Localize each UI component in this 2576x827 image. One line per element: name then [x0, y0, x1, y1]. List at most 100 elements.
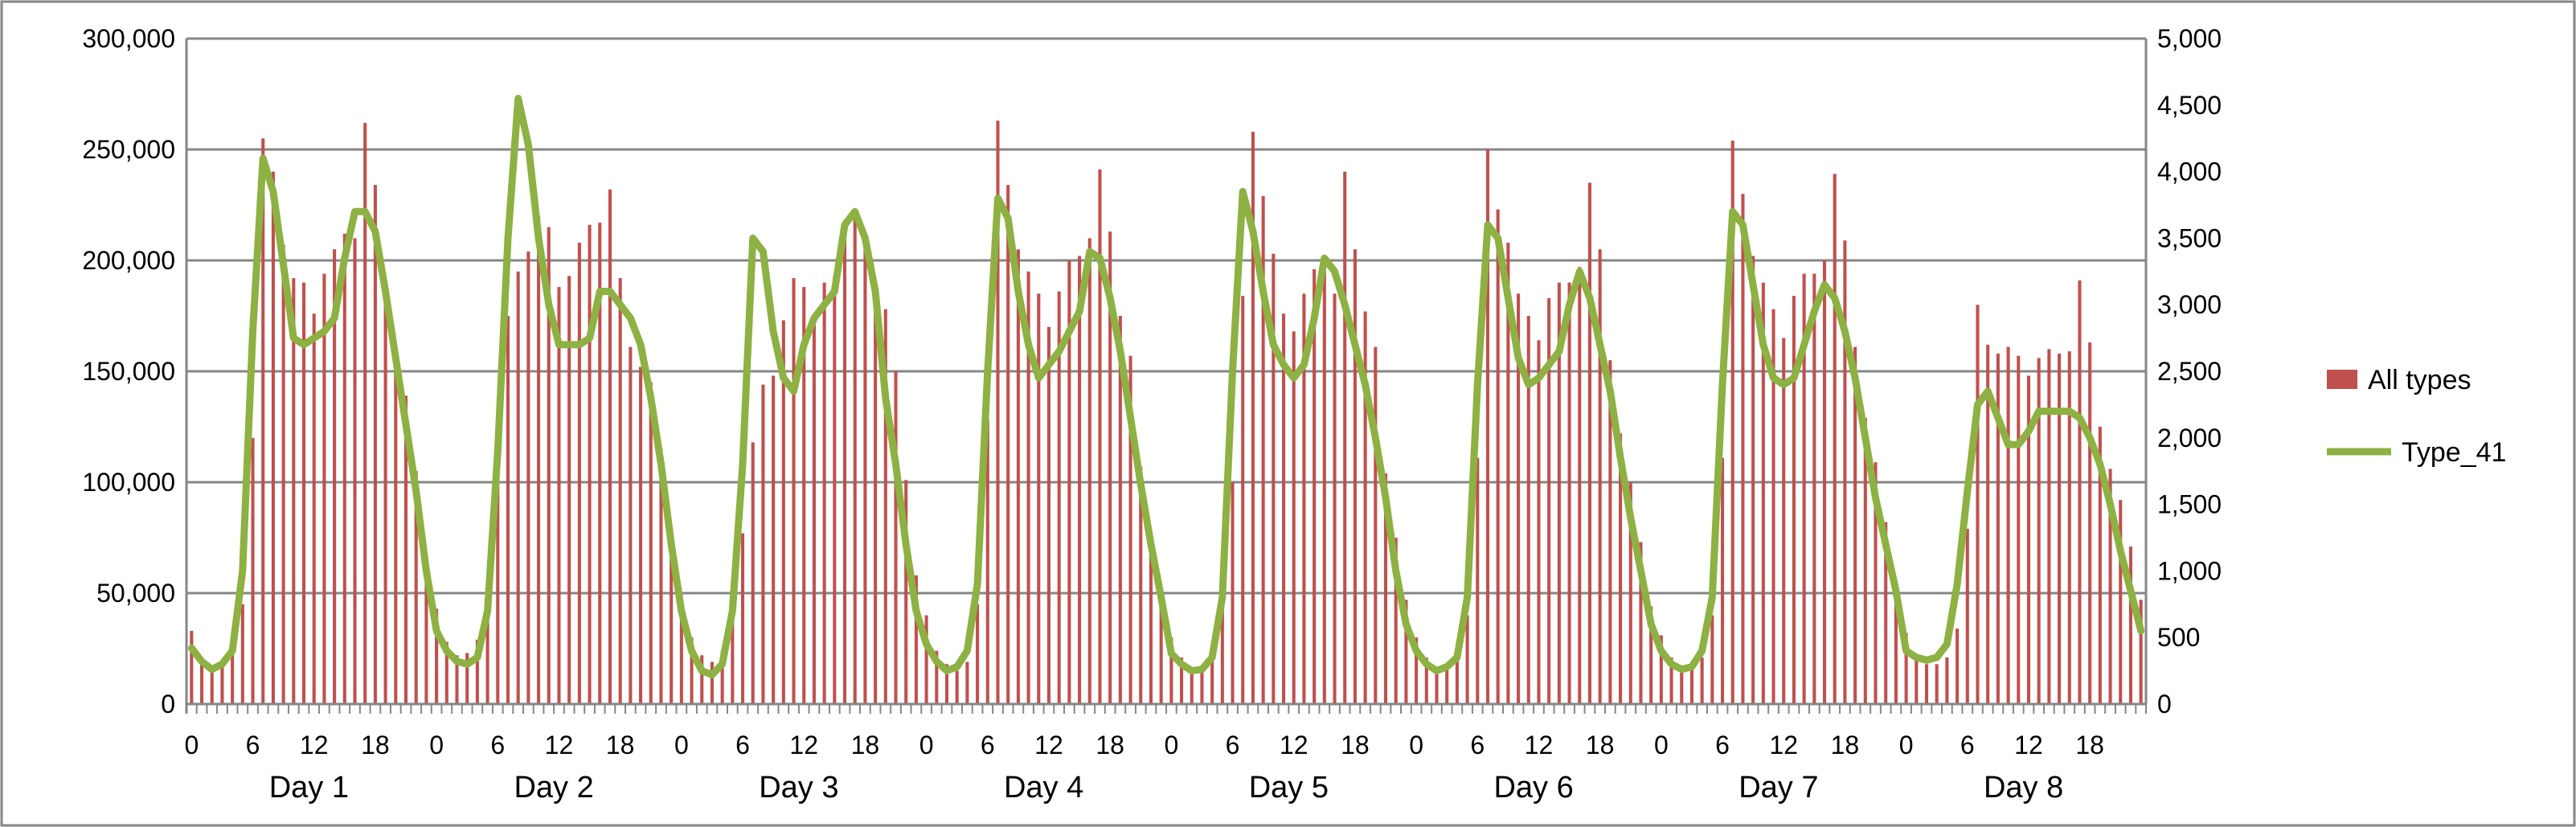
hour-tick-label: 12 — [1525, 731, 1554, 759]
bar — [1496, 209, 1500, 704]
bar — [2128, 547, 2132, 704]
bar — [1689, 666, 1693, 704]
bar — [2006, 346, 2010, 704]
bar — [261, 138, 265, 704]
bar — [955, 670, 959, 704]
bar — [1098, 169, 1102, 705]
day-label: Day 3 — [759, 771, 838, 804]
bar — [1986, 344, 1990, 704]
hour-tick-label: 12 — [789, 731, 818, 759]
bar — [894, 371, 898, 704]
left-tick-label: 200,000 — [82, 246, 175, 275]
bar — [557, 287, 561, 704]
bar — [792, 278, 796, 705]
bar — [1465, 615, 1469, 704]
line-series-type-41 — [187, 95, 2145, 679]
bar — [1578, 267, 1582, 704]
day-label: Day 8 — [1984, 771, 2063, 804]
bar — [2017, 355, 2021, 704]
bar — [1619, 433, 1623, 704]
hour-tick-label: 0 — [674, 731, 689, 759]
bar — [333, 249, 337, 704]
bar — [1057, 291, 1061, 704]
hour-tick-label: 12 — [300, 731, 329, 759]
bar — [1363, 311, 1367, 704]
bar — [1751, 256, 1755, 705]
bar — [690, 637, 694, 704]
bar — [251, 437, 255, 704]
bar — [373, 185, 377, 704]
bar — [1802, 273, 1806, 704]
bar — [1261, 195, 1265, 704]
right-tick-label: 4,000 — [2157, 158, 2222, 186]
bar — [1087, 238, 1091, 704]
bar — [1383, 473, 1388, 704]
bar — [1517, 293, 1521, 704]
bar — [659, 448, 663, 704]
bar — [670, 544, 674, 704]
bar — [1231, 482, 1235, 704]
bar — [608, 189, 612, 704]
bar — [2088, 342, 2092, 704]
bar — [1078, 256, 1082, 705]
bar — [1792, 296, 1796, 704]
bar — [618, 278, 622, 705]
bar — [577, 242, 581, 704]
bar — [1915, 655, 1919, 704]
bar — [700, 655, 704, 704]
bar — [567, 276, 571, 704]
bar — [1567, 282, 1571, 705]
hour-tick-label: 6 — [735, 731, 750, 759]
right-tick-label: 2,500 — [2157, 357, 2222, 386]
bar — [1476, 457, 1480, 704]
bar — [1965, 528, 1969, 704]
bar — [496, 475, 500, 704]
bar — [424, 562, 428, 704]
bar — [1180, 657, 1184, 704]
left-axis-tick-labels: 0 50,000 100,000 150,000 200,000 250,000 300,0… — [82, 24, 175, 719]
bar — [1996, 353, 2000, 704]
hour-tick-label: 12 — [1769, 731, 1798, 759]
bar — [863, 238, 867, 704]
bar — [485, 582, 489, 704]
bar — [455, 655, 459, 704]
bar — [394, 355, 398, 704]
bar — [741, 533, 745, 704]
bar — [2108, 469, 2112, 704]
bar — [322, 273, 326, 704]
bar — [1200, 666, 1204, 704]
bar — [2078, 280, 2082, 705]
bar — [751, 442, 755, 704]
bar — [1118, 316, 1122, 704]
right-tick-label: 5,000 — [2157, 24, 2222, 53]
bar — [1210, 655, 1214, 704]
bar — [1435, 668, 1439, 704]
bar — [281, 244, 285, 704]
bar — [403, 395, 408, 704]
bar — [874, 297, 878, 704]
bar — [842, 220, 847, 704]
left-tick-label: 300,000 — [82, 24, 175, 53]
bar — [2058, 353, 2062, 704]
bar — [944, 664, 949, 704]
day-label: Day 7 — [1738, 771, 1818, 804]
hour-tick-label: 18 — [2075, 731, 2104, 759]
bar — [1669, 657, 1673, 704]
bar — [2047, 349, 2051, 704]
legend-label-all-types: All types — [2368, 365, 2472, 395]
bar — [526, 251, 530, 705]
bar — [1649, 606, 1653, 704]
bar — [1220, 604, 1224, 704]
bar — [1904, 633, 1908, 704]
bar — [292, 278, 296, 705]
bar — [935, 650, 939, 704]
bar — [220, 664, 224, 704]
bar — [1128, 355, 1132, 704]
bar — [312, 313, 316, 704]
right-tick-label: 1,500 — [2157, 490, 2222, 519]
bar — [210, 666, 214, 704]
hour-tick-label: 6 — [1960, 731, 1975, 759]
bar-series-all-types — [190, 121, 2143, 705]
hour-tick-label: 12 — [1034, 731, 1063, 759]
